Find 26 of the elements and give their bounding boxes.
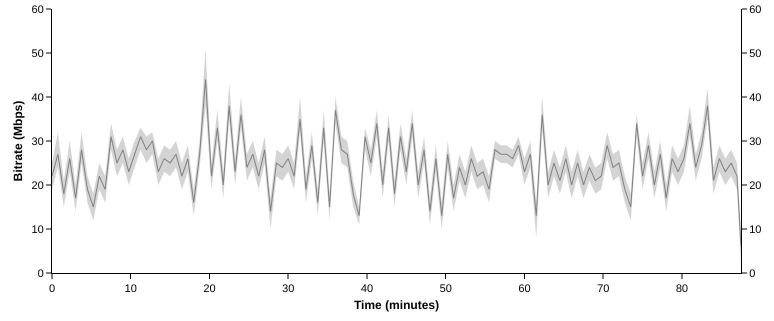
x-tick-label: 60 bbox=[518, 283, 531, 296]
x-tick-label: 0 bbox=[48, 283, 56, 296]
x-tick-label: 70 bbox=[597, 283, 610, 296]
x-tick-label: 40 bbox=[360, 283, 374, 296]
y-tick-label: 10 bbox=[32, 224, 44, 236]
x-tick-label: 80 bbox=[676, 283, 688, 296]
x-tick-label: 10 bbox=[124, 283, 137, 296]
y-tick-label: 0 bbox=[38, 268, 44, 280]
y-tick-label: 20 bbox=[32, 180, 44, 192]
y-tick-label: 60 bbox=[32, 4, 44, 16]
y2-tick-label: 50 bbox=[749, 48, 762, 60]
y2-tick-label: 10 bbox=[749, 224, 762, 236]
y-axis-title: Bitrate (Mbps) bbox=[10, 100, 25, 182]
x-axis-title: Time (minutes) bbox=[354, 298, 440, 312]
y2-tick-label: 40 bbox=[749, 92, 762, 104]
y2-tick-label: 30 bbox=[749, 136, 762, 148]
x-tick-label: 30 bbox=[282, 283, 294, 296]
y2-tick-label: 60 bbox=[749, 4, 762, 16]
x-tick-label: 50 bbox=[440, 283, 452, 296]
y-tick-label: 30 bbox=[32, 136, 44, 148]
y-tick-label: 40 bbox=[32, 92, 44, 104]
x-tick-label: 20 bbox=[203, 283, 216, 296]
y-tick-label: 50 bbox=[32, 48, 44, 60]
y2-tick-label: 0 bbox=[749, 268, 756, 280]
y2-tick-label: 20 bbox=[749, 180, 762, 192]
line-series bbox=[52, 78, 741, 248]
